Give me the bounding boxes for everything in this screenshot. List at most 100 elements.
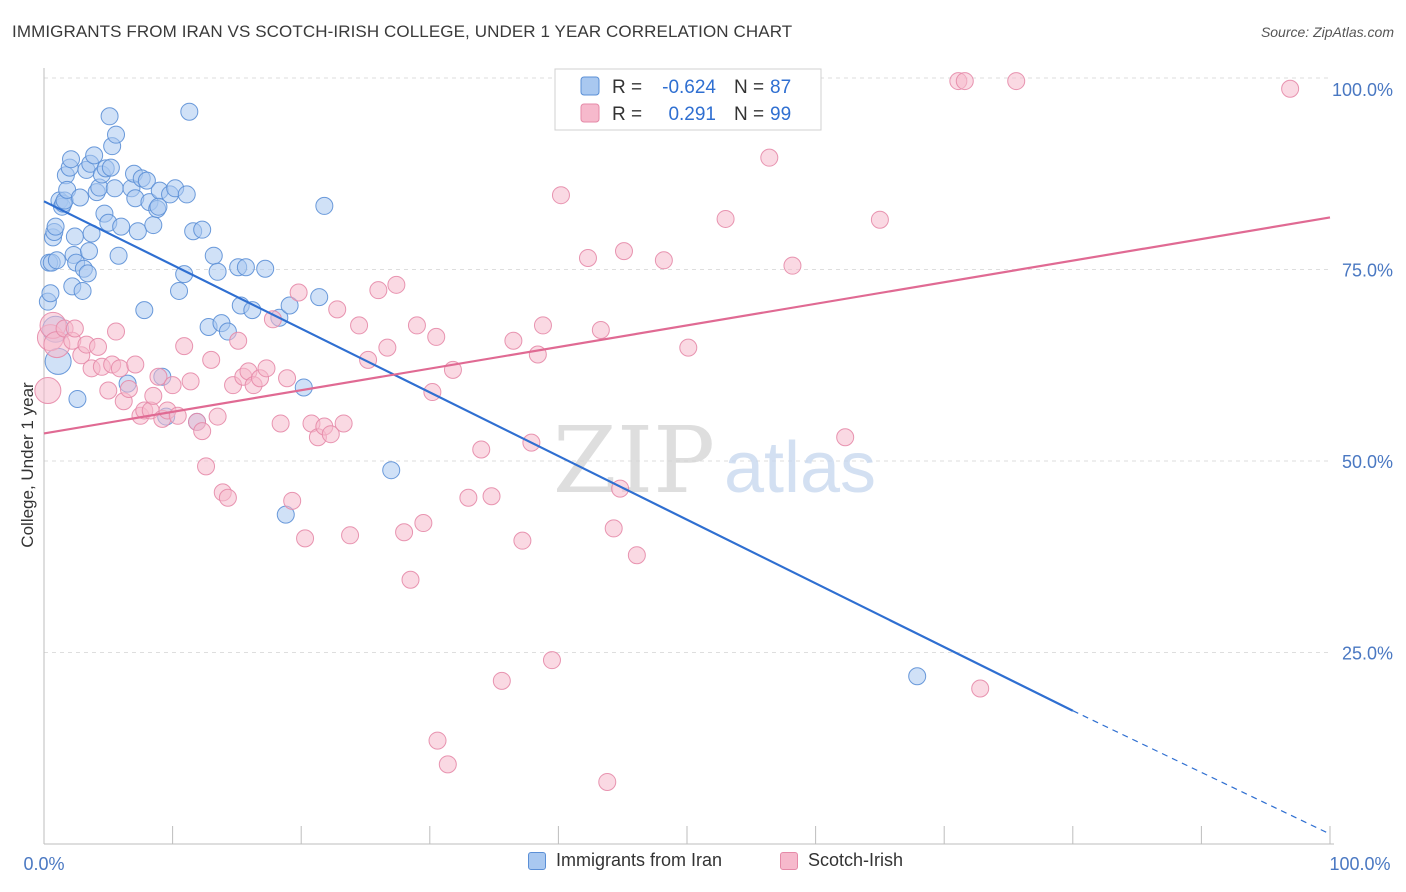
- scotch-irish-point-89: [679, 338, 698, 357]
- scotch-irish-point-29: [181, 372, 200, 391]
- scotch-irish-point-48: [289, 283, 308, 302]
- scotch-irish-point-77: [533, 316, 552, 335]
- iran-point-39: [105, 179, 124, 198]
- scotch-irish-point-45: [271, 414, 290, 433]
- trend-lines: [43, 200, 1331, 835]
- scotch-irish-point-61: [387, 275, 406, 294]
- watermark-zip: ZIP: [553, 407, 715, 514]
- chart-title: IMMIGRANTS FROM IRAN VS SCOTCH-IRISH COL…: [12, 22, 793, 41]
- tick-labels: 0.0% 100.0% 25.0% 50.0% 75.0% 100.0%: [23, 80, 1393, 874]
- iran-point-19: [65, 227, 84, 246]
- scotch-irish-point-71: [482, 487, 501, 506]
- scotch-irish-point-22: [144, 386, 163, 405]
- iran-point-40: [107, 125, 126, 144]
- scotch-irish-point-53: [321, 425, 340, 444]
- scotch-irish-point-55: [334, 414, 353, 433]
- scotch-irish-point-73: [504, 331, 523, 350]
- scotch-irish-point-38: [229, 331, 248, 350]
- legend-n-label-pink: N =: [734, 104, 764, 125]
- legend-r-value-blue: -0.624: [662, 77, 716, 98]
- iran-point-2: [41, 284, 60, 303]
- iran-point-7: [47, 251, 66, 270]
- scotch-irish-point-98: [1281, 79, 1300, 98]
- scotch-irish-point-60: [378, 338, 397, 357]
- scotch-irish-point-36: [218, 488, 237, 507]
- iran-point-82: [382, 461, 401, 480]
- iran-point-49: [135, 301, 154, 320]
- iran-point-21: [68, 389, 87, 408]
- iran-point-61: [177, 185, 196, 204]
- scotch-irish-point-31: [193, 422, 212, 441]
- correlation-legend: R = -0.624 N = 87 R = 0.291 N = 99: [554, 68, 822, 131]
- iran-point-42: [112, 217, 131, 236]
- iran-point-78: [280, 296, 299, 315]
- iran-point-23: [73, 281, 92, 300]
- scotch-irish-point-83: [598, 772, 617, 791]
- iran-point-36: [100, 107, 119, 126]
- y-tick-label-25: 25.0%: [1342, 644, 1393, 664]
- scotch-irish-point-70: [472, 440, 491, 459]
- iran-point-37: [101, 158, 120, 177]
- legend-n-value-pink: 99: [770, 104, 791, 125]
- scotch-irish-point-46: [278, 369, 297, 388]
- scotch-irish-point-57: [350, 316, 369, 335]
- iran-point-83: [908, 667, 927, 686]
- scotch-irish-point-34: [208, 407, 227, 426]
- iran-point-41: [109, 246, 128, 265]
- scotch-irish-point-97: [1007, 72, 1026, 91]
- scotch-irish-point-91: [760, 148, 779, 167]
- scotch-irish-point-47: [283, 491, 302, 510]
- scotch-irish-point-63: [401, 570, 420, 589]
- scotch-irish-point-56: [341, 526, 360, 545]
- iran-point-73: [236, 258, 255, 277]
- iran-point-68: [208, 262, 227, 281]
- scotch-irish-point-49: [296, 529, 315, 548]
- scotch-irish-point-10: [89, 337, 108, 356]
- series-scotch-irish: [34, 72, 1300, 791]
- x-tick-label-0: 0.0%: [23, 854, 64, 874]
- scotch-irish-point-79: [551, 186, 570, 205]
- scotch-irish-point-59: [369, 281, 388, 300]
- x-tick-label-100: 100.0%: [1329, 854, 1390, 874]
- scotch-irish-point-65: [414, 514, 433, 533]
- scotch-irish-point-23: [149, 367, 168, 386]
- iran-point-62: [180, 102, 199, 121]
- scotch-irish-point-99: [428, 731, 447, 750]
- bottom-legend: Immigrants from Iran Scotch-Irish: [0, 850, 1406, 880]
- iran-point-79: [294, 378, 313, 397]
- y-tick-label-100: 100.0%: [1332, 80, 1393, 100]
- scotch-irish-point-0: [34, 377, 62, 405]
- scotch-irish-point-44: [263, 310, 282, 329]
- legend-label-immigrants-from-iran: Immigrants from Iran: [556, 850, 723, 870]
- scotch-irish-point-92: [783, 256, 802, 275]
- legend-n-value-blue: 87: [770, 77, 791, 98]
- trend-line-scotch-irish: [43, 216, 1331, 435]
- legend-item-immigrants-from-iran: Immigrants from Iran: [528, 850, 722, 871]
- iran-point-16: [62, 150, 81, 169]
- iran-point-75: [256, 259, 275, 278]
- scotch-irish-point-67: [427, 327, 446, 346]
- scotch-irish-point-93: [836, 428, 855, 447]
- scotch-irish-point-94: [870, 210, 889, 229]
- iran-point-59: [170, 281, 189, 300]
- scotch-irish-point-74: [513, 531, 532, 550]
- scotch-irish-point-26: [163, 376, 182, 395]
- legend-swatch-scotch-irish: [780, 851, 798, 870]
- iran-point-67: [204, 246, 223, 265]
- scotch-irish-point-78: [542, 651, 561, 670]
- iran-point-52: [144, 216, 163, 235]
- scotch-irish-point-81: [578, 249, 597, 268]
- legend-r-label-pink: R =: [612, 104, 642, 125]
- scotch-irish-point-43: [257, 359, 276, 378]
- scotch-irish-point-32: [197, 457, 216, 476]
- axes: [43, 68, 1334, 845]
- legend-r-label-blue: R =: [612, 77, 642, 98]
- legend-r-value-pink: 0.291: [668, 104, 716, 125]
- scotch-irish-point-6: [65, 319, 84, 338]
- iran-point-81: [315, 196, 334, 215]
- iran-point-85: [78, 264, 97, 283]
- iran-point-6: [46, 217, 65, 236]
- scotch-irish-point-96: [971, 679, 990, 698]
- legend-item-scotch-irish: Scotch-Irish: [780, 850, 903, 871]
